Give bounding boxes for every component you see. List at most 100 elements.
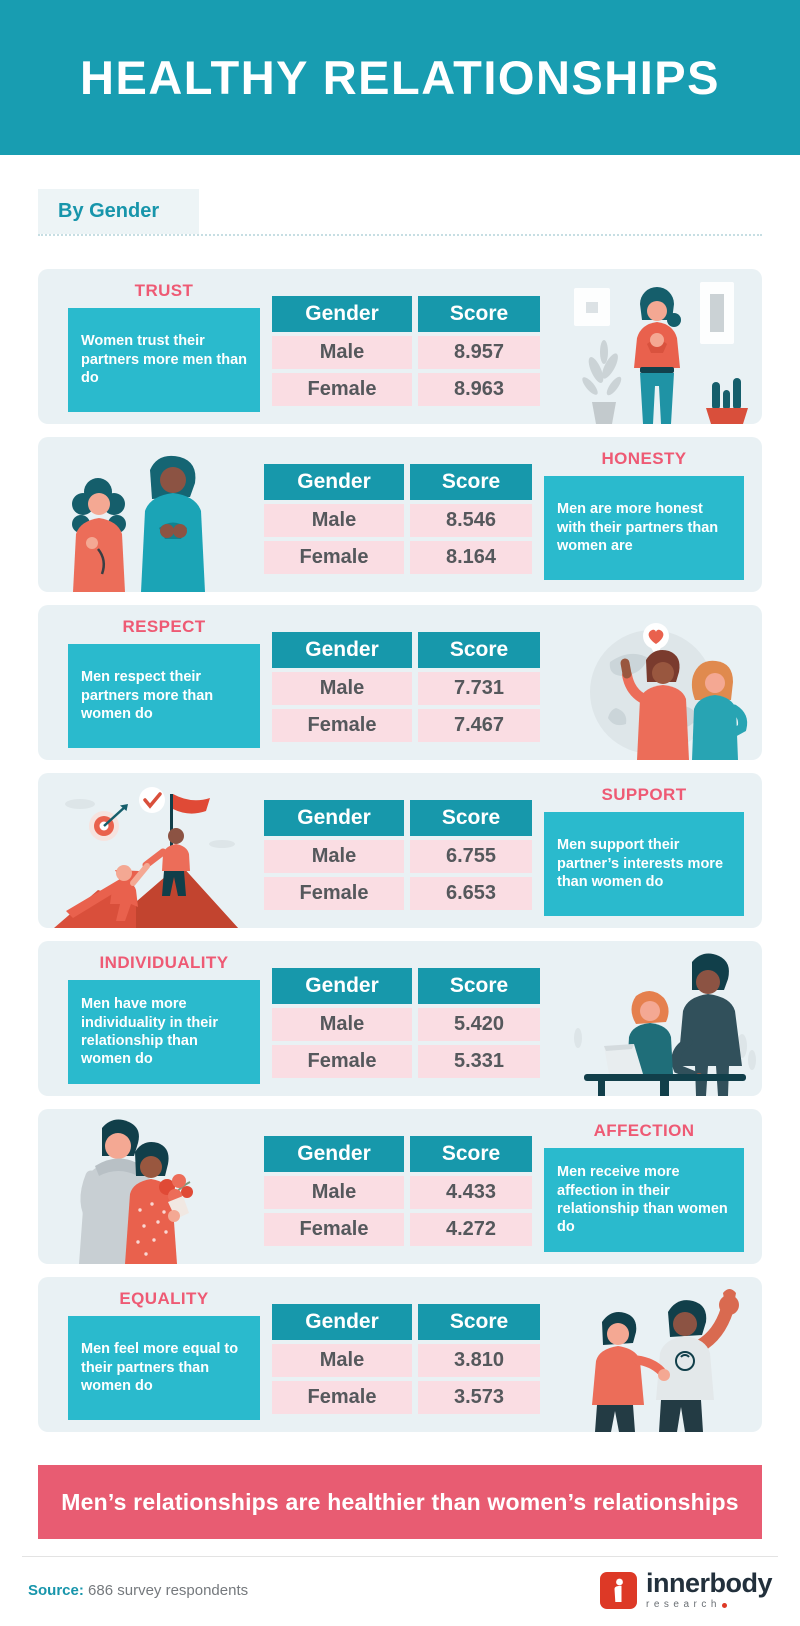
gender-column-header: Gender [272,295,412,332]
female-label: Female [264,540,404,574]
category-description-box: Men receive more affection in their rela… [544,1148,744,1252]
hug-with-flowers-illustration [40,1109,252,1264]
couple-hands-on-heart-illustration [72,455,205,592]
category-card-equality: EQUALITY Men feel more equal to their pa… [38,1277,762,1432]
score-table: Gender Score Male 8.546 Female 8.164 [264,456,532,574]
male-row: Male 3.810 [272,1343,540,1377]
female-row: Female 8.963 [272,372,540,406]
logo-brand-subtitle: research [645,1599,721,1610]
category-description: Men have more individuality in their rel… [81,996,218,1068]
section-label-row: By Gender [38,189,762,236]
male-score: 4.433 [410,1175,532,1209]
score-column-header: Score [418,631,540,668]
female-label: Female [272,372,412,406]
category-description: Women trust their partners more men than… [81,333,247,387]
gender-column-header: Gender [272,967,412,1004]
woman-waiting-illustration [552,269,762,424]
source-note: Source: 686 survey respondents [28,1582,248,1599]
category-description-box: Men support their partner’s interests mo… [544,812,744,916]
category-description: Men respect their partners more than wom… [81,669,214,723]
female-label: Female [264,876,404,910]
gender-column-header: Gender [264,799,404,836]
category-text-column: INDIVIDUALITY Men have more individualit… [68,953,260,1084]
score-column-header: Score [418,295,540,332]
category-card-respect: RESPECT Men respect their partners more … [38,605,762,760]
table-header-row: Gender Score [272,631,540,668]
male-score: 5.420 [418,1007,540,1041]
category-description: Men feel more equal to their partners th… [81,1341,239,1395]
category-text-column: SUPPORT Men support their partner’s inte… [544,785,744,916]
mountain-flag-climb-illustration [54,787,238,928]
innerbody-logo-icon [599,1571,637,1609]
gender-column-header: Gender [272,1303,412,1340]
female-row: Female 5.331 [272,1044,540,1078]
gender-column-header: Gender [272,631,412,668]
source-label: Source: [28,1581,84,1599]
female-score: 7.467 [418,708,540,742]
female-label: Female [272,708,412,742]
female-score: 3.573 [418,1380,540,1414]
male-row: Male 7.731 [272,671,540,705]
female-score: 4.272 [410,1212,532,1246]
score-column-header: Score [418,967,540,1004]
male-score: 6.755 [410,839,532,873]
male-label: Male [272,671,412,705]
male-label: Male [272,335,412,369]
couple-hands-on-heart-illustration [40,437,252,592]
by-gender-label: By Gender [38,189,200,234]
male-row: Male 6.755 [264,839,532,873]
category-description-box: Men have more individuality in their rel… [68,980,260,1084]
female-label: Female [264,1212,404,1246]
friends-raised-fist-illustration [592,1289,739,1432]
category-description-box: Men are more honest with their partners … [544,476,744,580]
male-label: Male [272,1343,412,1377]
table-header-row: Gender Score [264,799,532,836]
score-table: Gender Score Male 4.433 Female 4.272 [264,1128,532,1246]
header-banner: HEALTHY RELATIONSHIPS [0,0,800,155]
gender-column-header: Gender [264,463,404,500]
table-header-row: Gender Score [272,967,540,1004]
male-row: Male 8.546 [264,503,532,537]
category-description-box: Men respect their partners more than wom… [68,644,260,748]
logo-brand-name: innerbody [645,1568,773,1598]
score-table: Gender Score Male 5.420 Female 5.331 [272,960,540,1078]
male-row: Male 5.420 [272,1007,540,1041]
category-card-honesty: HONESTY Men are more honest with their p… [38,437,762,592]
couple-globe-heart-illustration [590,623,748,760]
male-score: 7.731 [418,671,540,705]
mountain-flag-climb-illustration [40,773,252,928]
couple-globe-heart-illustration [552,605,762,760]
category-description-box: Men feel more equal to their partners th… [68,1316,260,1420]
female-row: Female 4.272 [264,1212,532,1246]
innerbody-logo-text: innerbody research [645,1568,773,1610]
score-column-header: Score [418,1303,540,1340]
source-text: 686 survey respondents [88,1581,249,1599]
score-table: Gender Score Male 6.755 Female 6.653 [264,792,532,910]
male-row: Male 4.433 [264,1175,532,1209]
female-score: 5.331 [418,1044,540,1078]
category-title: INDIVIDUALITY [99,953,229,972]
footer: Source: 686 survey respondents innerbody… [0,1557,800,1626]
score-table: Gender Score Male 7.731 Female 7.467 [272,624,540,742]
pair-at-laptop-illustration [574,953,756,1096]
category-description: Men are more honest with their partners … [557,501,719,555]
sections: TRUST Women trust their partners more me… [38,269,762,1432]
female-row: Female 8.164 [264,540,532,574]
table-header-row: Gender Score [272,1303,540,1340]
category-text-column: RESPECT Men respect their partners more … [68,617,260,748]
score-column-header: Score [410,463,532,500]
category-text-column: TRUST Women trust their partners more me… [68,281,260,412]
category-title: RESPECT [122,617,206,636]
female-row: Female 3.573 [272,1380,540,1414]
category-title: EQUALITY [119,1289,209,1308]
male-label: Male [264,503,404,537]
innerbody-logo: innerbody research [599,1568,773,1610]
male-row: Male 8.957 [272,335,540,369]
category-title: HONESTY [601,449,687,468]
category-card-individuality: INDIVIDUALITY Men have more individualit… [38,941,762,1096]
category-title: AFFECTION [593,1121,695,1140]
score-table: Gender Score Male 3.810 Female 3.573 [272,1296,540,1414]
conclusion-text: Men’s relationships are healthier than w… [61,1488,739,1515]
score-column-header: Score [410,799,532,836]
